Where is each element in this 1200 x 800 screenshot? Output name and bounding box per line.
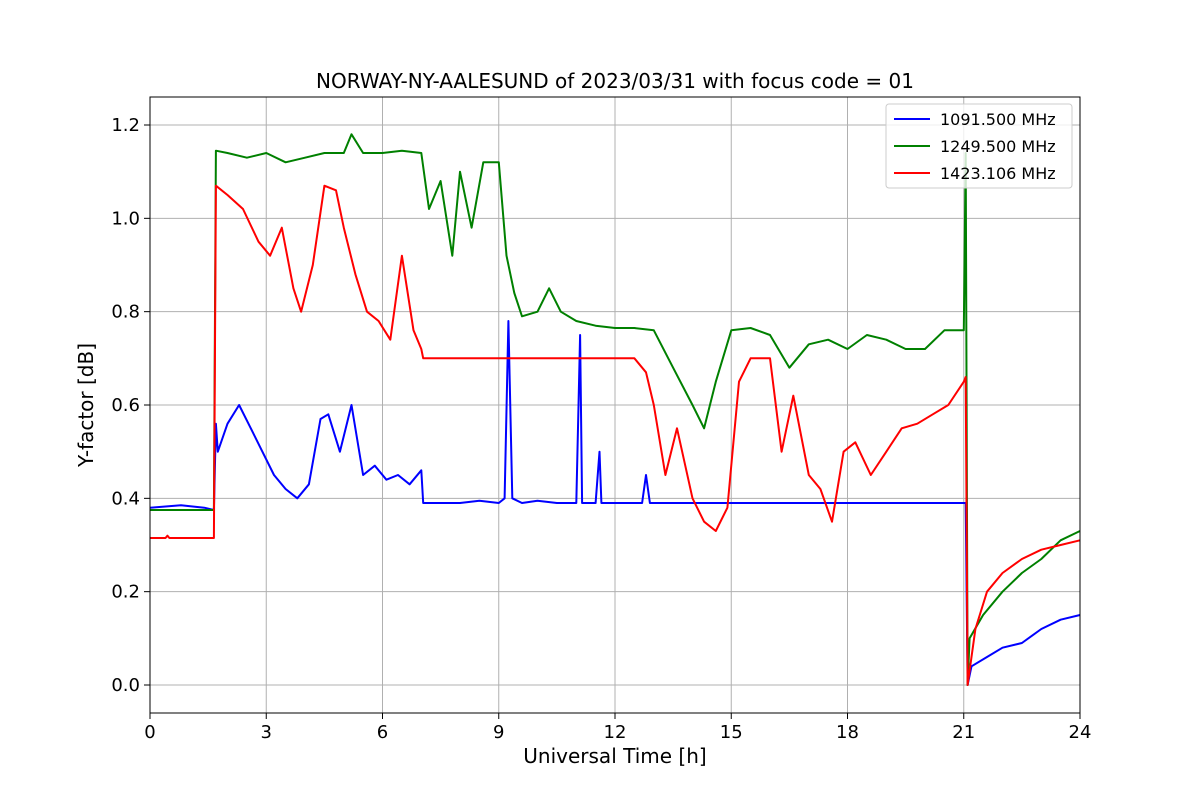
- x-tick-label: 12: [604, 722, 627, 743]
- axis-ticks: 0 3 6 9 12 15 18 21 24 0.0 0.2 0.4 0.6 0.8 1.0 1.2: [111, 115, 1091, 743]
- x-tick-label: 6: [377, 722, 388, 743]
- legend-label-1: 1091.500 MHz: [940, 110, 1056, 129]
- series-line-2: [150, 133, 1081, 686]
- y-tick-label: 0.8: [111, 302, 140, 323]
- x-tick-label: 3: [261, 722, 272, 743]
- legend-box: [885, 103, 1073, 189]
- y-tick-label: 1.2: [111, 115, 140, 136]
- chart-title: NORWAY-NY-AALESUND of 2023/03/31 with fo…: [316, 69, 914, 93]
- y-axis-label: Y-factor [dB]: [74, 343, 98, 468]
- plot-lines: [149, 133, 1081, 686]
- y-tick-label: 0.0: [111, 675, 140, 696]
- x-tick-label: 15: [720, 722, 743, 743]
- y-tick-label: 0.4: [111, 488, 140, 509]
- x-tick-label: 21: [952, 722, 975, 743]
- x-tick-label: 9: [493, 722, 504, 743]
- x-tick-label: 24: [1069, 722, 1092, 743]
- legend-label-2: 1249.500 MHz: [940, 137, 1056, 156]
- y-tick-label: 0.2: [111, 582, 140, 603]
- series-line-1: [149, 320, 1081, 686]
- y-tick-label: 0.6: [111, 395, 140, 416]
- y-tick-label: 1.0: [111, 208, 140, 229]
- legend: 1091.500 MHz 1249.500 MHz 1423.106 MHz: [885, 103, 1073, 189]
- x-tick-label: 18: [836, 722, 859, 743]
- legend-label-3: 1423.106 MHz: [940, 164, 1056, 183]
- x-tick-label: 0: [144, 722, 155, 743]
- x-axis-label: Universal Time [h]: [523, 744, 706, 768]
- series-line-3: [150, 184, 1081, 686]
